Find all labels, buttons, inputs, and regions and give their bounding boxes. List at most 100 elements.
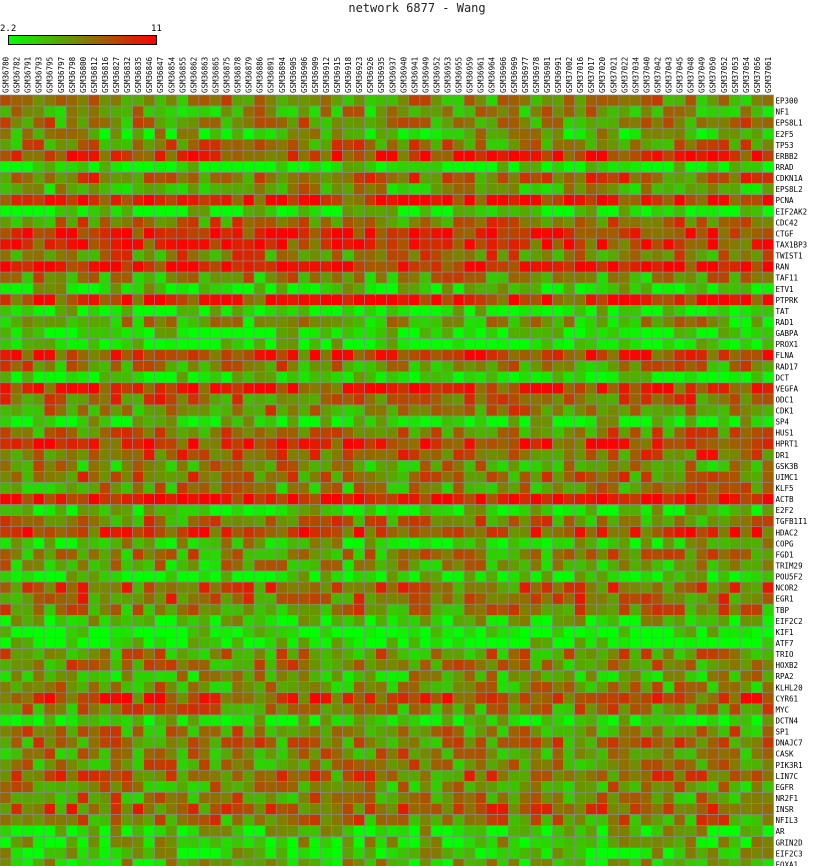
heatmap-cell (596, 327, 609, 339)
heatmap-cell (662, 293, 675, 306)
heatmap-cell (110, 382, 122, 395)
heatmap-cell (99, 603, 111, 616)
heatmap-cell (209, 249, 222, 262)
heatmap-cell (408, 437, 421, 450)
heatmap-cell (574, 249, 586, 262)
heatmap-cell (77, 659, 89, 671)
heatmap-cell (673, 382, 686, 395)
heatmap-cell (121, 382, 133, 395)
heatmap-cell (552, 293, 564, 306)
heatmap-cell (695, 238, 708, 251)
heatmap-cell (353, 216, 365, 229)
row-label: COPG (776, 539, 795, 548)
heatmap-cell (651, 194, 664, 207)
heatmap-cell (408, 526, 421, 539)
heatmap-cell (706, 448, 719, 461)
heatmap-cell (298, 648, 310, 660)
heatmap-cell (21, 161, 34, 173)
heatmap-cell (309, 736, 321, 749)
heatmap-cell (408, 670, 421, 683)
heatmap-cell (121, 670, 133, 683)
heatmap-cell (541, 504, 553, 516)
heatmap-cell (375, 725, 388, 738)
heatmap-cell (342, 814, 354, 826)
heatmap-cell (309, 626, 321, 638)
heatmap-cell (474, 581, 487, 594)
heatmap-cell (673, 471, 686, 483)
heatmap-cell (629, 404, 642, 417)
heatmap-cell (706, 614, 719, 627)
heatmap-cell (66, 603, 78, 616)
heatmap-cell (607, 825, 620, 837)
heatmap-cell (66, 670, 78, 683)
heatmap-cell (596, 814, 609, 826)
heatmap-cell (607, 614, 620, 627)
heatmap-cell (585, 736, 598, 749)
heatmap-cell (563, 747, 575, 760)
heatmap-cell (397, 482, 410, 494)
heatmap-cell (121, 559, 133, 572)
heatmap-cell (397, 471, 410, 483)
heatmap-cell (762, 725, 774, 738)
heatmap-cell (187, 769, 200, 782)
heatmap-cell (286, 714, 299, 727)
heatmap-cell (275, 659, 288, 671)
heatmap-cell (408, 183, 421, 195)
heatmap-cell (673, 183, 686, 195)
heatmap-cell (132, 327, 144, 339)
heatmap-cell (88, 736, 100, 749)
heatmap-cell (441, 150, 454, 162)
heatmap-cell (364, 105, 376, 118)
heatmap-cell (10, 227, 23, 240)
heatmap-cell (408, 194, 421, 207)
heatmap-cell (375, 570, 388, 583)
heatmap-cell (375, 803, 388, 815)
heatmap-cell (32, 471, 45, 483)
heatmap-cell (77, 725, 89, 738)
heatmap-cell (430, 150, 443, 162)
heatmap-cell (231, 271, 244, 284)
heatmap-cell (21, 293, 34, 306)
heatmap-cell (275, 349, 288, 361)
heatmap-cell (596, 659, 609, 671)
heatmap-cell (574, 238, 586, 251)
heatmap-cell (751, 172, 763, 184)
heatmap-cell (43, 703, 56, 716)
heatmap-cell (552, 603, 564, 616)
heatmap-cell (507, 570, 520, 583)
heatmap-cell (275, 614, 288, 627)
heatmap-cell (242, 205, 255, 218)
heatmap-cell (717, 493, 730, 505)
heatmap-cell (309, 603, 321, 616)
heatmap-cell (751, 758, 763, 771)
column-label: GSM36940 (399, 56, 408, 93)
heatmap-cell (496, 360, 509, 373)
heatmap-cell (728, 637, 741, 649)
heatmap-cell (242, 316, 255, 328)
heatmap-cell (574, 426, 586, 439)
heatmap-cell (485, 316, 498, 328)
heatmap-cell (364, 371, 376, 384)
heatmap-cell (441, 526, 454, 539)
heatmap-cell (10, 471, 23, 483)
heatmap-cell (198, 703, 211, 716)
heatmap-cell (408, 415, 421, 428)
heatmap-cell (596, 626, 609, 638)
heatmap-cell (375, 548, 388, 561)
heatmap-cell (463, 437, 476, 450)
heatmap-cell (706, 714, 719, 727)
heatmap-cell (220, 249, 233, 262)
column-label: GSM36926 (366, 56, 375, 93)
heatmap-cell (430, 94, 443, 107)
heatmap-cell (154, 703, 167, 716)
heatmap-cell (342, 526, 354, 539)
heatmap-cell (209, 238, 222, 251)
heatmap-cell (353, 504, 365, 516)
heatmap-cell (762, 316, 774, 328)
heatmap-cell (242, 382, 255, 395)
heatmap-cell (751, 393, 763, 406)
heatmap-cell (662, 758, 675, 771)
heatmap-cell (673, 150, 686, 162)
heatmap-cell (176, 769, 189, 782)
heatmap-cell (320, 138, 332, 151)
